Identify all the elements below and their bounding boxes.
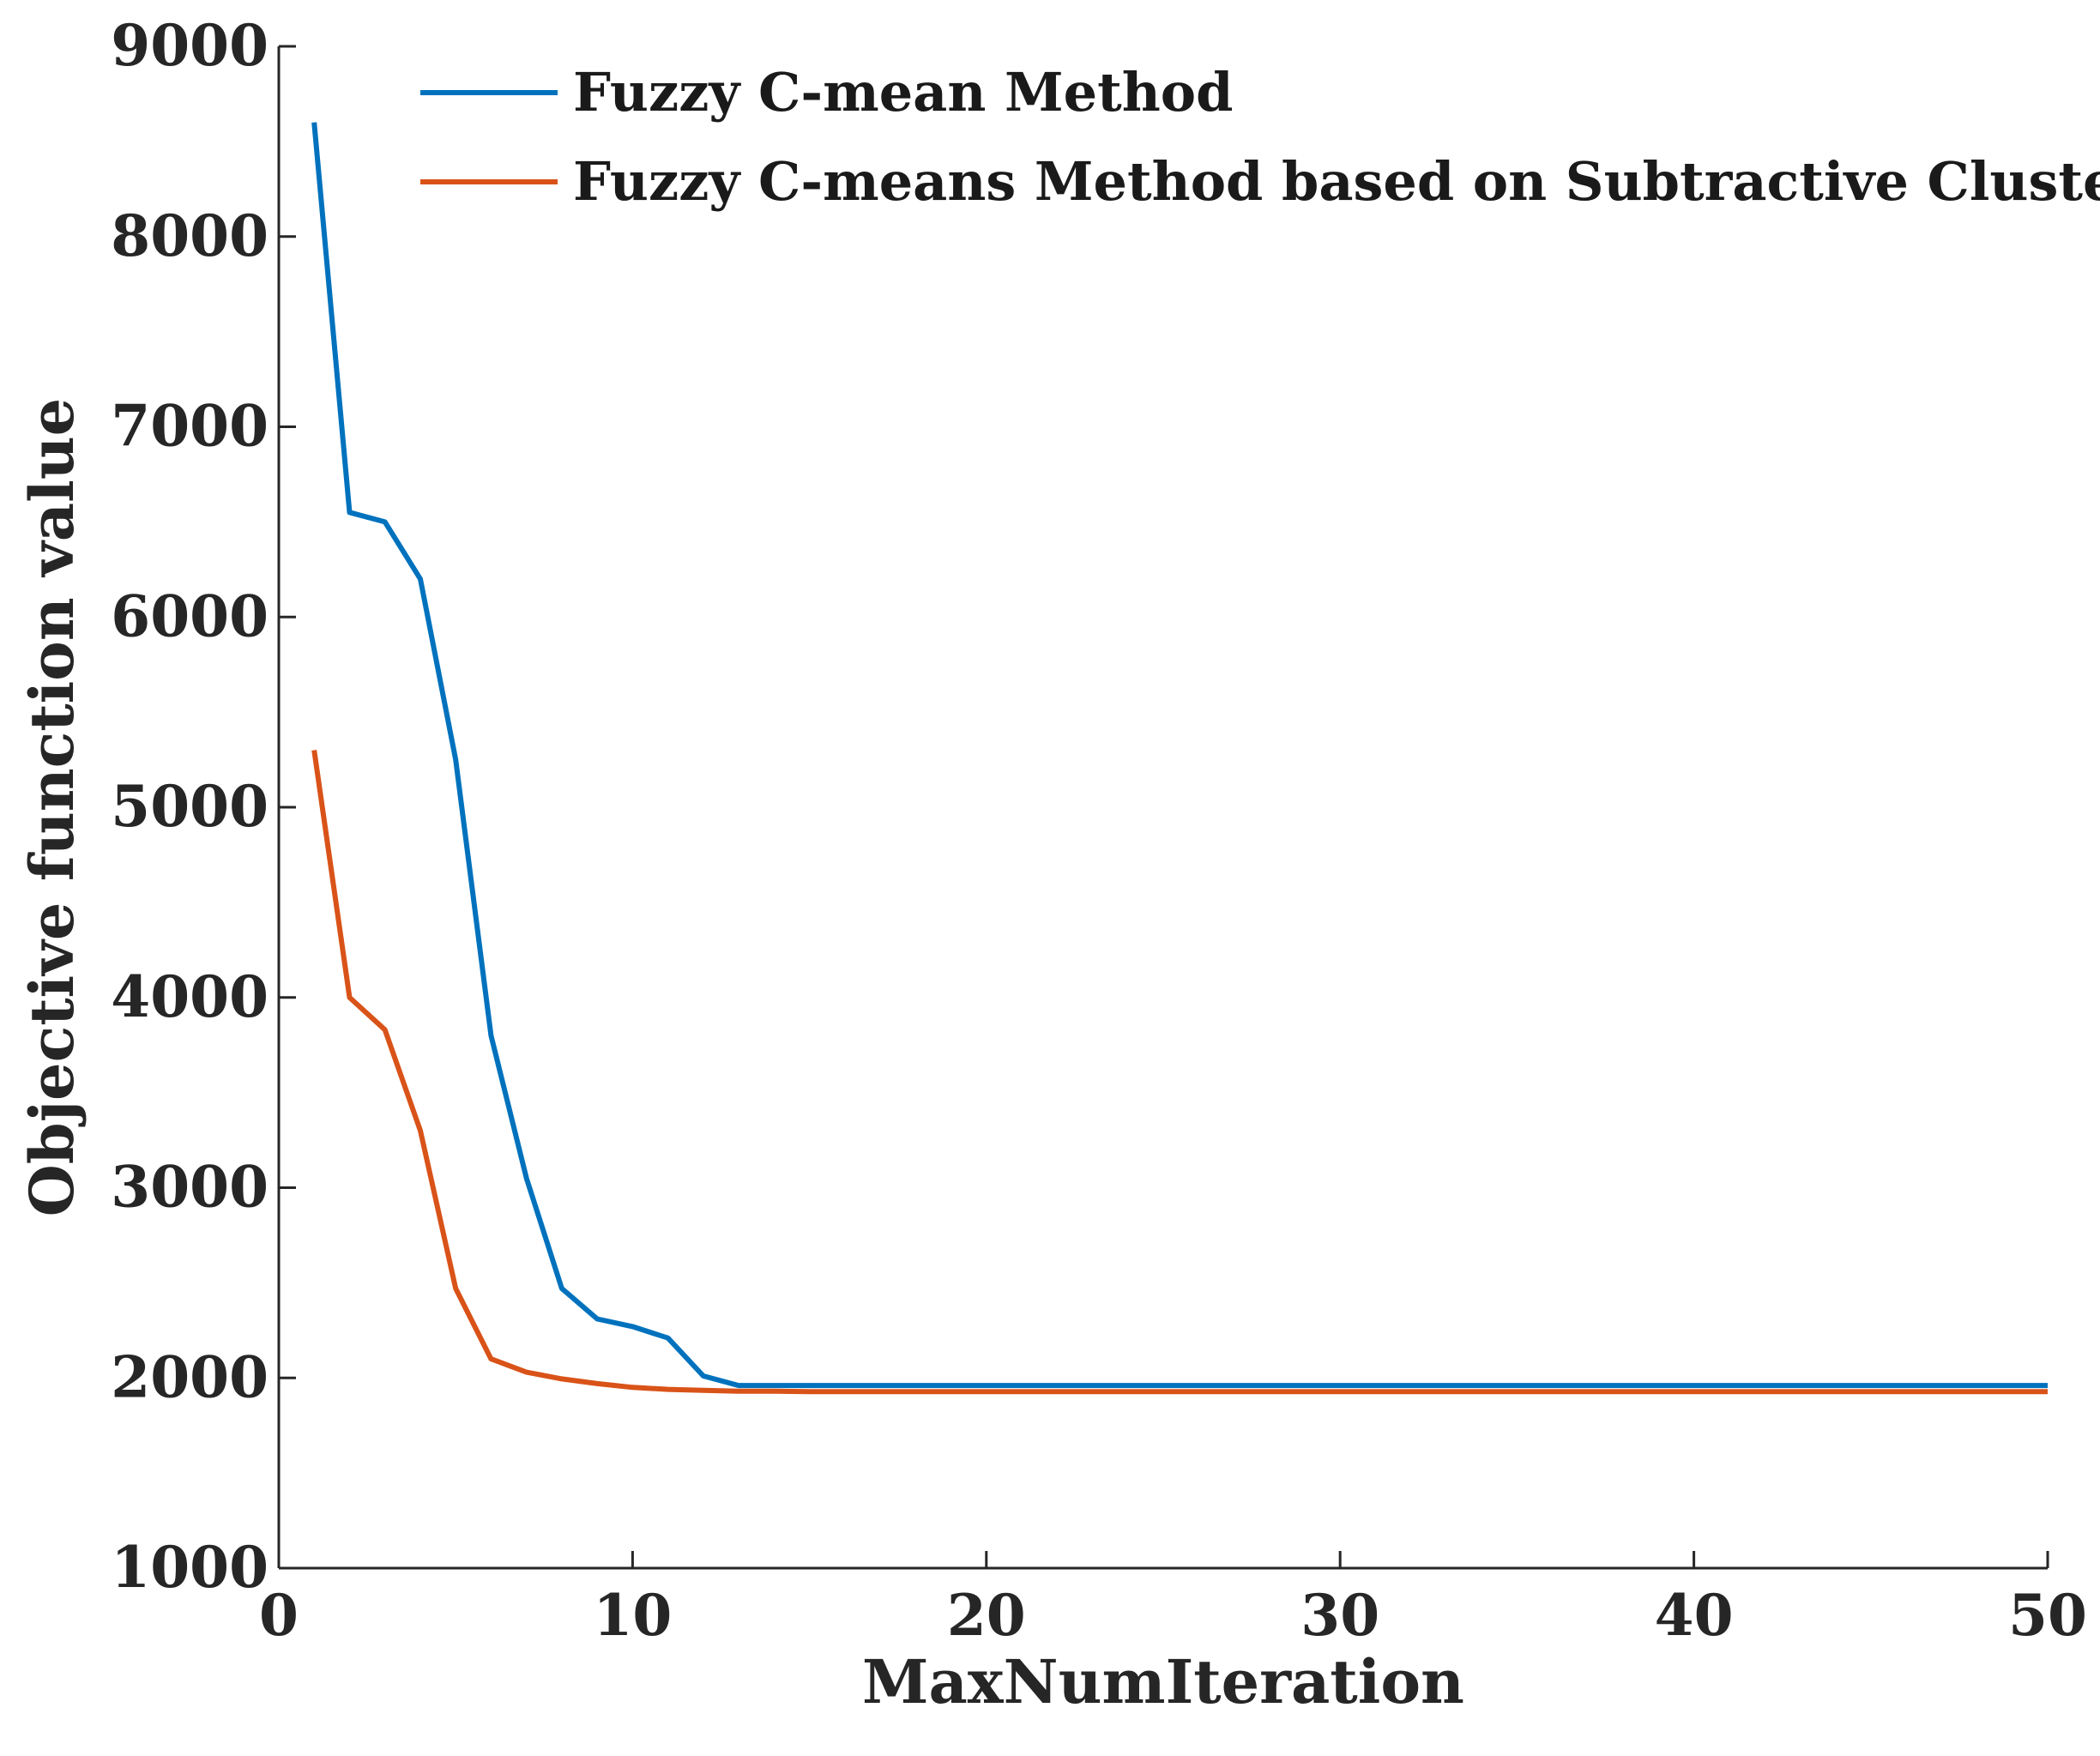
y-tick-label: 3000 [111, 1154, 269, 1221]
axes: 1000 2000 3000 4000 5000 6000 7000 8000 9000 0 10 2… [111, 12, 2087, 1649]
series-line-1 [311, 122, 2048, 1389]
legend: Fuzzy C-mean Method Fuzzy C-means Method … [420, 61, 2100, 213]
y-tick-label: 9000 [111, 12, 269, 79]
x-tick-label: 0 [259, 1582, 299, 1649]
y-tick-label: 6000 [111, 582, 269, 649]
legend-label-1: Fuzzy C-mean Method [573, 61, 1234, 124]
x-tick-label: 10 [593, 1582, 672, 1649]
series-line-2 [311, 750, 2048, 1395]
y-tick-label: 2000 [111, 1343, 269, 1410]
x-axis-label: MaxNumIteration [862, 1646, 1464, 1717]
x-tick-label: 30 [1300, 1582, 1379, 1649]
y-tick-label: 4000 [111, 963, 269, 1030]
x-tick-label: 50 [2008, 1582, 2087, 1649]
x-tick-label: 40 [1655, 1582, 1734, 1649]
y-tick-label: 5000 [111, 773, 269, 840]
x-tick-label: 20 [947, 1582, 1026, 1649]
y-tick-label: 1000 [111, 1534, 269, 1601]
y-axis-label: Objective function value [16, 398, 88, 1216]
y-tick-label: 8000 [111, 202, 269, 269]
y-tick-label: 7000 [111, 393, 269, 460]
plot-lines [311, 122, 2048, 1395]
legend-label-2: Fuzzy C-means Method based on Subtractiv… [573, 150, 2100, 213]
